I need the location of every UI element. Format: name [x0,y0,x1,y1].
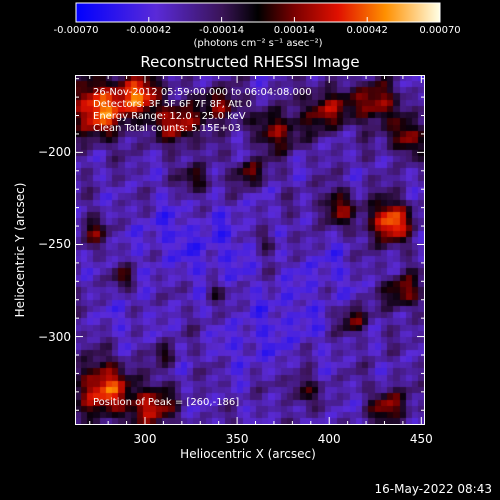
y-tick-label: −250 [38,237,71,252]
info-detectors: Detectors: 3F 5F 6F 7F 8F, Att 0 [93,99,253,110]
colorbar-unit: (photons cm⁻² s⁻¹ asec⁻²) [193,38,323,49]
info-peak-position: Position of Peak = [260,-186] [93,397,240,408]
axis-ticks [75,75,425,425]
colorbar-tick-label: -0.00070 [53,25,99,36]
info-energy-range: Energy Range: 12.0 - 25.0 keV [93,111,246,122]
x-tick-label: 450 [409,432,433,446]
info-clean-counts: Clean Total counts: 5.15E+03 [93,123,241,134]
x-tick-label: 400 [317,432,341,446]
colorbar-gradient [75,2,441,23]
colorbar-tick-label: 0.00042 [346,25,388,36]
info-time-range: 26-Nov-2012 05:59:00.000 to 06:04:08.000 [93,87,312,98]
x-tick-label: 300 [133,432,157,446]
colorbar-tick-label: -0.00042 [126,25,172,36]
y-axis-label: Heliocentric Y (arcsec) [13,182,27,318]
colorbar [75,2,441,23]
render-timestamp: 16-May-2022 08:43 [374,482,492,496]
plot-title: Reconstructed RHESSI Image [140,53,360,71]
colorbar-tick-label: 0.00070 [419,25,461,36]
y-tick-label: −200 [38,145,71,160]
x-tick-label: 350 [225,432,249,446]
rhessi-image-plot: 26-Nov-2012 05:59:00.000 to 06:04:08.000… [75,75,425,425]
x-axis-label: Heliocentric X (arcsec) [180,447,316,461]
y-tick-label: −300 [38,329,71,344]
plot-axes [75,75,425,425]
colorbar-tick-label: -0.00014 [199,25,245,36]
rhessi-image [75,75,425,425]
colorbar-tick-label: 0.00014 [273,25,316,36]
colorbar-ticks [75,17,441,22]
plot-frame [75,75,425,425]
